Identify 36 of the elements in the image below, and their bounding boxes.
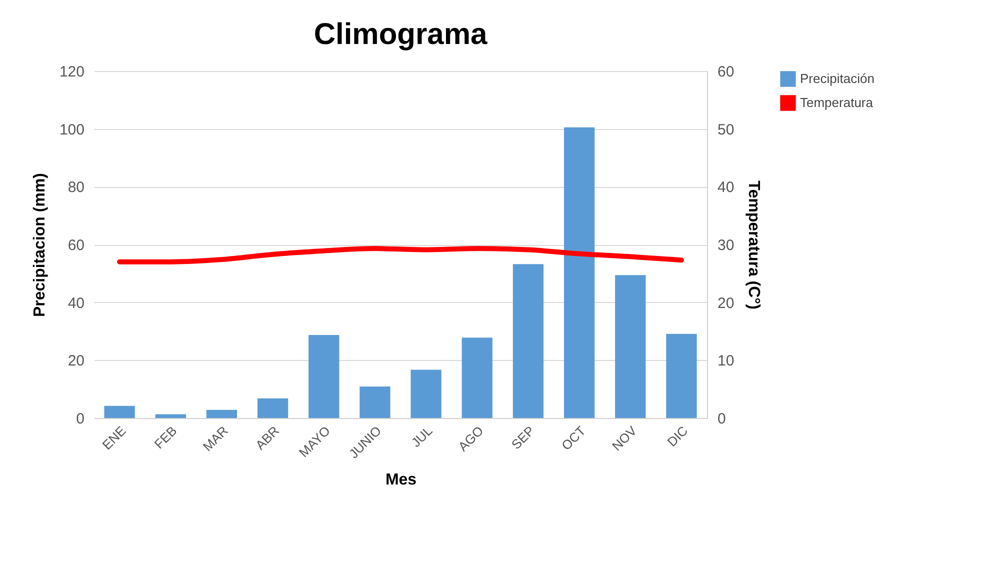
y-tick-label: 80 [68, 179, 84, 196]
x-tick-label: SEP [508, 423, 538, 452]
bar [308, 335, 340, 418]
y2-tick-label: 0 [718, 410, 726, 428]
bar [666, 334, 697, 418]
bar [462, 338, 492, 418]
bar [104, 406, 135, 418]
y2-tick-label: 60 [718, 64, 734, 80]
bar [155, 414, 186, 418]
y-tick-label: 0 [76, 410, 84, 428]
y2-tick-label: 30 [718, 237, 734, 254]
legend-label: Precipitación [800, 71, 874, 86]
bar [512, 264, 544, 418]
legend-label: Temperatura [800, 95, 874, 110]
y-tick-label: 60 [68, 237, 84, 254]
y2-tick-label: 40 [718, 179, 734, 196]
y2-tick-label: 50 [718, 121, 734, 138]
y-tick-label: 20 [68, 352, 84, 370]
chart-title: Climograma [314, 18, 488, 51]
y-tick-label: 120 [59, 64, 84, 80]
x-axis-title: Mes [385, 471, 417, 488]
bar [564, 127, 595, 418]
bar [257, 398, 288, 418]
y-tick-label: 100 [59, 121, 84, 138]
y2-tick-label: 10 [718, 352, 734, 370]
y2-tick-label: 20 [718, 294, 734, 312]
bar [615, 275, 646, 418]
x-tick-label: DIC [664, 423, 691, 450]
bar [410, 370, 442, 418]
y2-axis-title: Temperatura (C°) [745, 180, 762, 310]
y-axis-title: Precipitacion (mm) [31, 172, 48, 318]
y-tick-label: 40 [68, 294, 84, 312]
x-tick-label: JUL [408, 423, 436, 450]
bar [360, 386, 390, 418]
bar [206, 410, 238, 418]
x-tick-label: FEB [151, 423, 180, 452]
